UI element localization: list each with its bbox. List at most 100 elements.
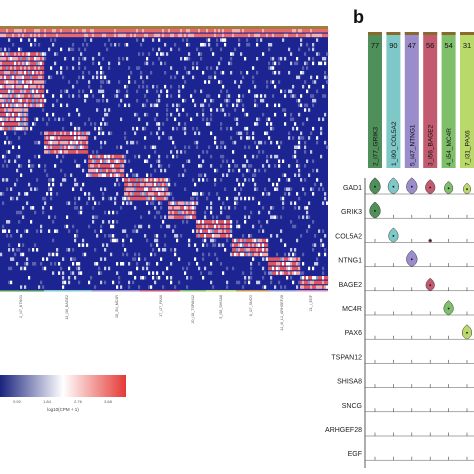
heatmap-cell [252,238,255,243]
heatmap-cell [50,145,53,150]
heatmap-cell [278,145,281,150]
heatmap-cell [188,215,191,219]
heatmap-cell [74,182,77,187]
heatmap-cell [118,33,121,38]
heatmap-cell [6,122,9,126]
heatmap-cell [238,98,241,103]
heatmap-cell [102,243,105,247]
heatmap-cell [46,140,49,145]
heatmap-cell [220,206,223,210]
heatmap-cell [136,33,139,38]
heatmap-cell [284,257,287,261]
heatmap-cell [158,276,161,280]
heatmap-cell [160,33,163,38]
heatmap-cell [20,98,23,103]
heatmap-cell [200,29,203,33]
heatmap-cell [146,112,149,117]
heatmap-cell [184,122,187,126]
heatmap-cell [76,262,79,266]
heatmap-cell [80,136,83,140]
heatmap-cell [278,257,281,261]
violin-column-header [423,32,438,168]
heatmap-cell [32,52,35,56]
heatmap-cell [174,182,177,187]
heatmap-cell [308,285,311,289]
heatmap-cell [206,220,209,224]
heatmap-cell [152,196,155,201]
heatmap-cell [174,42,177,47]
heatmap-cell [52,178,55,182]
heatmap-cell [200,220,203,224]
heatmap-cell [82,243,85,247]
heatmap-cell [102,89,105,94]
heatmap-cell [294,262,297,266]
heatmap-cell [278,266,281,271]
heatmap-cell [38,66,41,70]
heatmap-cell [62,131,65,136]
heatmap-cell [196,248,199,252]
heatmap-cell [194,215,197,219]
heatmap-cell [100,154,103,159]
heatmap-cell [296,29,299,33]
heatmap-cell [276,215,279,219]
heatmap-cell [318,187,321,191]
heatmap-cell [174,201,177,205]
violin-gene-rows: GAD1GRIK3COL5A2NTNG1BAGE2MC4RPAX6TSPAN12… [325,177,474,468]
heatmap-cell [304,80,307,84]
heatmap-cell [120,206,123,210]
heatmap-cell [286,257,289,261]
heatmap-cell [146,84,149,89]
heatmap-cell [134,276,137,280]
heatmap-cell [4,229,7,233]
heatmap-cell [78,61,81,66]
heatmap-cell [220,33,223,38]
heatmap-cell [34,98,37,103]
violin-gene-label: TSPAN12 [331,354,362,361]
heatmap-cell [104,159,107,163]
heatmap-cell [68,33,71,38]
heatmap-cell [314,98,317,103]
heatmap-cell [78,33,81,38]
heatmap-cell [200,224,203,229]
heatmap-cell [2,84,5,89]
heatmap-cell [18,112,21,117]
heatmap-cell [120,164,123,168]
heatmap-cell [284,285,287,289]
heatmap-cell [318,280,321,285]
heatmap-cell [296,271,299,275]
heatmap-cell [218,224,221,229]
heatmap-cell [222,173,225,177]
heatmap-cell [108,173,111,177]
heatmap-cell [210,262,213,266]
heatmap-cell [104,112,107,117]
heatmap-cell [20,122,23,126]
heatmap-cell [94,126,97,131]
heatmap-cell [146,75,149,80]
heatmap-cell [274,215,277,219]
heatmap-cell [36,187,39,191]
heatmap-cell [168,210,171,215]
heatmap-cell [94,248,97,252]
heatmap-cell [258,150,261,154]
heatmap-cell [210,224,213,229]
heatmap-cell [238,84,241,89]
heatmap-cell [22,61,25,66]
heatmap-cell [124,103,127,108]
heatmap-cell [6,84,9,89]
heatmap-cell [36,75,39,80]
heatmap-cell [198,234,201,238]
heatmap-cell [142,29,145,33]
heatmap-cell [202,103,205,108]
heatmap-cell [174,206,177,210]
heatmap-cell [132,196,135,201]
heatmap-cell [232,159,235,163]
heatmap-cell [104,168,107,173]
heatmap-cell [8,108,11,112]
heatmap-cell [20,80,23,84]
heatmap-cell [164,168,167,173]
heatmap-cell [40,224,43,229]
heatmap-cell [300,42,303,47]
heatmap-cell [274,164,277,168]
heatmap-cell [60,29,63,33]
heatmap-cell [258,117,261,122]
